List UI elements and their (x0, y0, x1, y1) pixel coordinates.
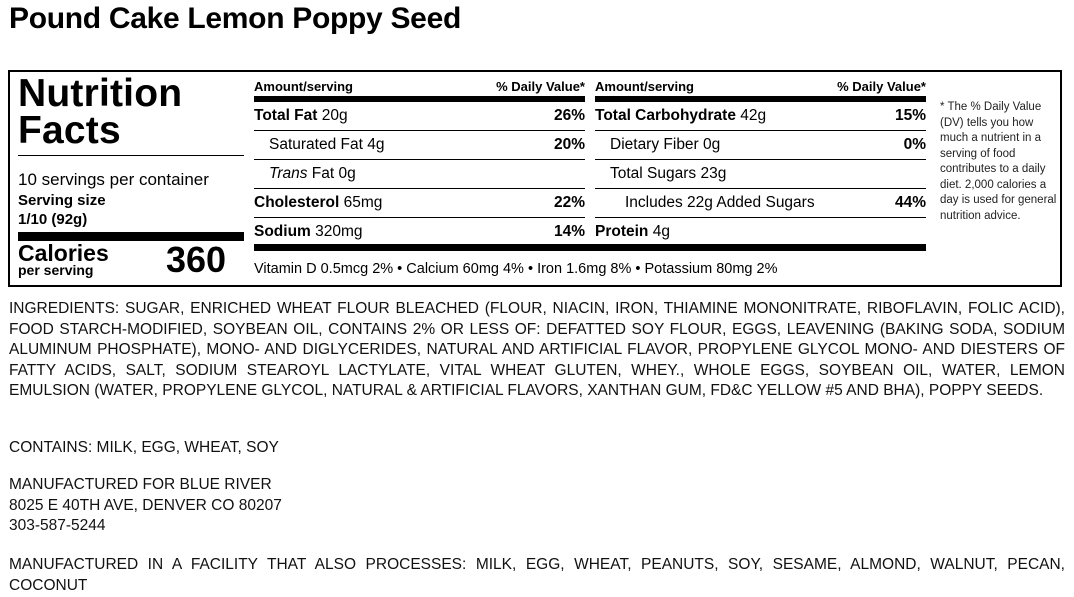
nutrient-amount: 20g (321, 107, 348, 124)
nutrient-name: Total Sugars (610, 165, 697, 182)
nutrient-row-added-sugars: Includes 22g Added Sugars 44% (595, 189, 926, 218)
nutrient-row-dietary-fiber: Dietary Fiber 0g 0% (595, 131, 926, 160)
nutrient-amount: 320mg (315, 223, 363, 240)
daily-value-footnote: * The % Daily Value (DV) tells you how m… (940, 101, 1057, 222)
servings-per-container: 10 servings per container (18, 170, 209, 189)
nutrient-row-total-sugars: Total Sugars 23g (595, 160, 926, 189)
nutrient-amount: 4g (652, 223, 670, 240)
manufacturer-phone: 303-587-5244 (9, 517, 106, 534)
calories-sub-label: per serving (18, 262, 94, 278)
nutrient-name: Sodium (254, 223, 311, 240)
serving-size: Serving size 1/10 (92g) (18, 191, 106, 229)
nutrient-column-right: Amount/serving % Daily Value* Total Carb… (595, 79, 926, 246)
nutrient-dv: 14% (553, 223, 585, 240)
nutrient-dv: 22% (553, 194, 585, 211)
nutrient-name: Cholesterol (254, 194, 340, 211)
amount-header: Amount/serving (595, 79, 694, 94)
amount-header: Amount/serving (254, 79, 353, 94)
serving-size-label: Serving size (18, 192, 106, 209)
dv-header: % Daily Value* (496, 79, 585, 94)
nutrient-name: Fat (307, 165, 335, 182)
nutrient-amount: 0g (703, 136, 721, 153)
calories-divider (18, 232, 244, 241)
nutrient-row-total-fat: Total Fat 20g 26% (254, 102, 585, 131)
header-divider (595, 96, 926, 102)
nutrient-name: Total Fat (254, 107, 318, 124)
nutrient-name: Includes 22g Added Sugars (625, 194, 815, 211)
ingredients-text: INGREDIENTS: SUGAR, ENRICHED WHEAT FLOUR… (9, 300, 1065, 399)
nutrient-dv: 0% (903, 136, 926, 153)
nutrient-amount: 4g (367, 136, 385, 153)
nutrient-amount: 65mg (343, 194, 383, 211)
heading-line-2: Facts (18, 109, 121, 152)
vitamins-divider (254, 244, 926, 251)
vitamins-minerals: Vitamin D 0.5mcg 2% • Calcium 60mg 4% • … (254, 261, 778, 277)
nutrient-dv: 15% (894, 107, 926, 124)
nutrient-column-left: Amount/serving % Daily Value* Total Fat … (254, 79, 585, 246)
column-header: Amount/serving % Daily Value* (595, 79, 926, 96)
nutrient-dv: 20% (553, 136, 585, 153)
column-header: Amount/serving % Daily Value* (254, 79, 585, 96)
nutrition-summary: Nutrition Facts 10 servings per containe… (18, 72, 244, 280)
nutrient-row-cholesterol: Cholesterol 65mg 22% (254, 189, 585, 218)
nutrient-amount: 23g (700, 165, 727, 182)
nutrient-name: Protein (595, 223, 649, 240)
nutrient-amount: 42g (740, 107, 767, 124)
allergens-text: CONTAINS: MILK, EGG, WHEAT, SOY (9, 439, 279, 456)
nutrient-dv: 44% (894, 194, 926, 211)
product-title: Pound Cake Lemon Poppy Seed (9, 2, 461, 35)
nutrient-name: Total Carbohydrate (595, 107, 736, 124)
manufacturer-block: MANUFACTURED FOR BLUE RIVER 8025 E 40TH … (9, 475, 282, 537)
nutrition-facts-label: Nutrition Facts 10 servings per containe… (8, 70, 1062, 287)
header-divider (254, 96, 585, 102)
calories-label: Calories (18, 240, 109, 266)
nutrition-facts-heading: Nutrition Facts (18, 72, 244, 152)
dv-header: % Daily Value* (837, 79, 926, 94)
nutrient-name-italic: Trans (269, 165, 308, 182)
nutrient-row-trans-fat: Trans Fat 0g (254, 160, 585, 189)
nutrient-name: Saturated Fat (269, 136, 363, 153)
heading-line-1: Nutrition (18, 72, 183, 115)
manufacturer-name: MANUFACTURED FOR BLUE RIVER (9, 476, 272, 493)
facility-statement: MANUFACTURED IN A FACILITY THAT ALSO PRO… (9, 556, 1065, 594)
divider (18, 155, 244, 156)
manufacturer-address: 8025 E 40TH AVE, DENVER CO 80207 (9, 496, 282, 514)
nutrient-row-sodium: Sodium 320mg 14% (254, 218, 585, 246)
serving-size-value: 1/10 (92g) (18, 211, 88, 228)
nutrient-dv: 26% (553, 107, 585, 124)
nutrient-row-total-carbohydrate: Total Carbohydrate 42g 15% (595, 102, 926, 131)
nutrient-amount: 0g (338, 165, 356, 182)
nutrient-name: Dietary Fiber (610, 136, 699, 153)
nutrient-row-protein: Protein 4g (595, 218, 926, 246)
nutrient-row-saturated-fat: Saturated Fat 4g 20% (254, 131, 585, 160)
calories-value: 360 (166, 239, 227, 280)
